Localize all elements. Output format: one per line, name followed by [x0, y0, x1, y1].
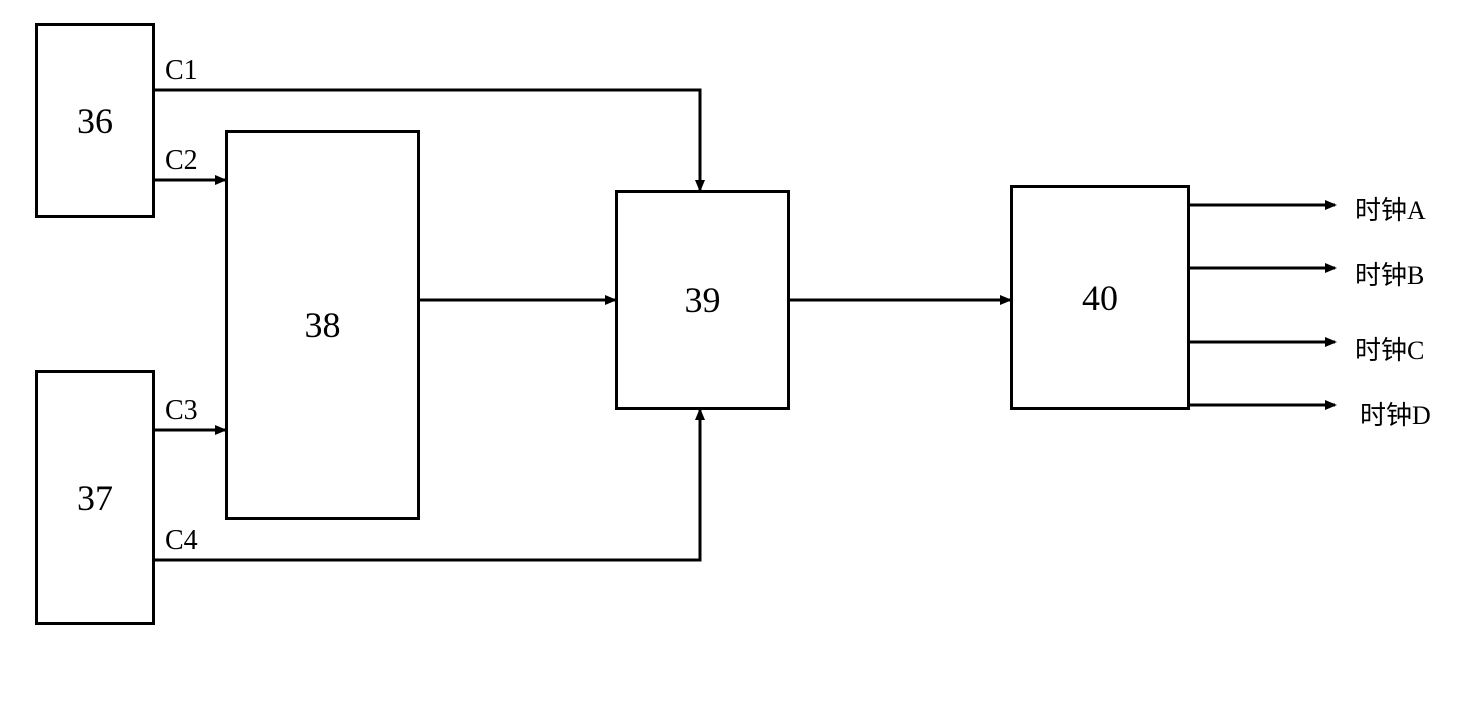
block-37-label: 37 [77, 477, 113, 519]
signal-c4-label: C4 [165, 525, 198, 557]
block-38-label: 38 [305, 304, 341, 346]
output-clock-a-label: 时钟A [1355, 190, 1426, 227]
output-clock-c-label: 时钟C [1355, 330, 1424, 367]
signal-c2-label: C2 [165, 145, 198, 177]
signal-c3-label: C3 [165, 395, 198, 427]
block-40-label: 40 [1082, 277, 1118, 319]
block-37: 37 [35, 370, 155, 625]
block-36-label: 36 [77, 100, 113, 142]
block-40: 40 [1010, 185, 1190, 410]
output-clock-d-label: 时钟D [1360, 395, 1431, 432]
block-39: 39 [615, 190, 790, 410]
signal-c1-label: C1 [165, 55, 198, 87]
block-36: 36 [35, 23, 155, 218]
block-39-label: 39 [685, 279, 721, 321]
block-38: 38 [225, 130, 420, 520]
output-clock-b-label: 时钟B [1355, 255, 1424, 292]
